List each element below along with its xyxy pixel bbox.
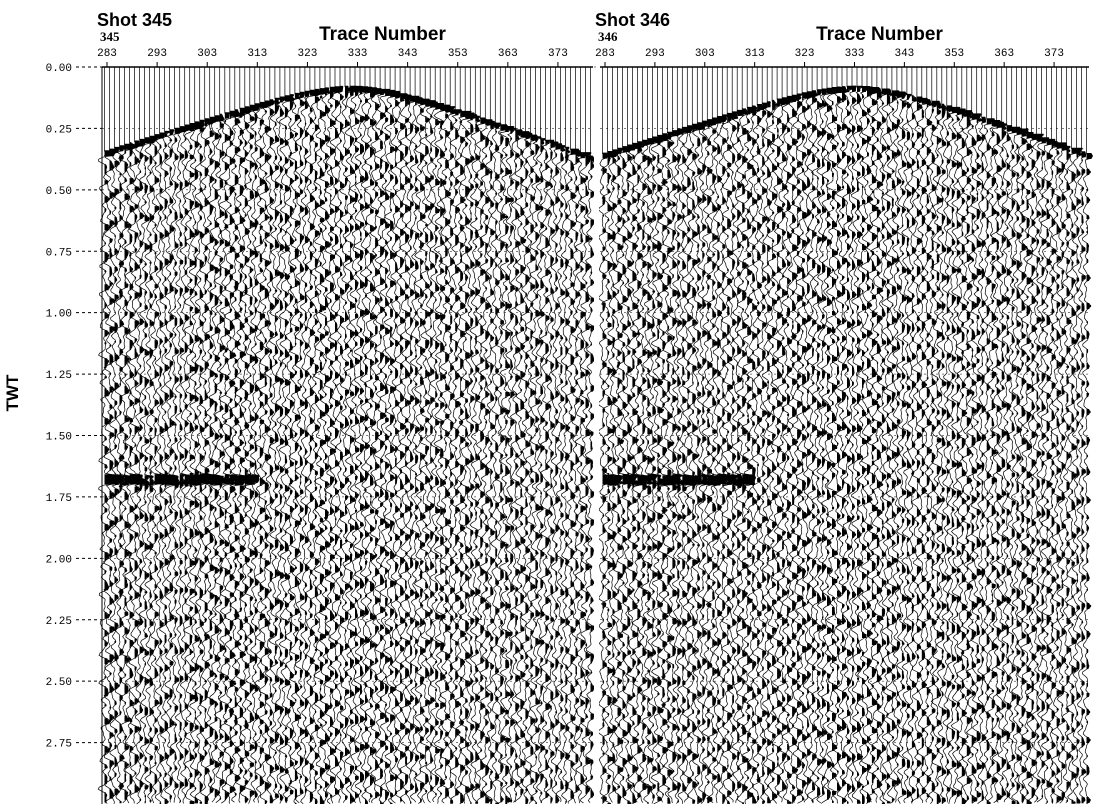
trace-fill xyxy=(1012,127,1021,804)
x-tick-label: 363 xyxy=(994,48,1014,60)
x-tick-label: 323 xyxy=(298,48,318,60)
x-tick-label: 363 xyxy=(498,48,518,60)
y-axis-label: TWT xyxy=(3,374,22,411)
trace-fill xyxy=(947,105,953,791)
trace-wiggle xyxy=(632,67,648,802)
x-tick-label: 303 xyxy=(197,48,217,60)
x-tick-label: 313 xyxy=(745,48,765,60)
x-tick-label: 313 xyxy=(247,48,267,60)
trace-wiggle xyxy=(175,67,189,803)
trace-fill xyxy=(647,138,656,804)
x-tick-label: 353 xyxy=(944,48,964,60)
trace-fill xyxy=(280,97,287,801)
trace-fill xyxy=(410,96,420,804)
y-tick-label: 2.50 xyxy=(46,677,72,689)
y-tick-label: 2.25 xyxy=(46,616,72,628)
y-tick-label: 2.75 xyxy=(46,739,72,751)
trace-wiggle xyxy=(762,67,772,802)
trace-fill xyxy=(952,107,960,797)
y-tick-label: 1.50 xyxy=(46,432,72,444)
y-tick-label: 0.50 xyxy=(46,186,72,198)
y-tick-label: 1.00 xyxy=(46,309,72,321)
trace-wiggle xyxy=(229,67,247,802)
trace-wiggle xyxy=(406,67,420,803)
shot-title: Shot 346 xyxy=(595,10,670,30)
trace-wiggle xyxy=(150,67,165,803)
trace-fill xyxy=(135,141,144,793)
x-tick-label: 353 xyxy=(448,48,468,60)
x-tick-label: 323 xyxy=(795,48,815,60)
y-tick-label: 0.75 xyxy=(46,247,72,259)
trace-wiggle xyxy=(285,67,295,803)
panel-gap xyxy=(594,68,599,804)
trace-fill xyxy=(767,101,772,803)
trace-fill xyxy=(165,131,174,804)
x-tick-label: 333 xyxy=(845,48,865,60)
trace-fill xyxy=(1077,150,1083,804)
trace-wiggle xyxy=(265,67,274,802)
trace-fill xyxy=(972,113,981,803)
x-tick-label: 293 xyxy=(645,48,665,60)
y-tick-label: 0.25 xyxy=(46,124,72,136)
trace-fill xyxy=(1087,153,1093,803)
trace-fill xyxy=(405,95,413,795)
trace-fill xyxy=(260,102,269,786)
y-tick-label: 1.75 xyxy=(46,493,72,505)
x-tick-label: 343 xyxy=(398,48,418,60)
shot-number: 346 xyxy=(598,29,618,44)
x-axis-label: Trace Number xyxy=(319,24,446,45)
shot-number: 345 xyxy=(100,29,120,44)
trace-fill xyxy=(1062,144,1068,800)
trace-fill xyxy=(982,117,987,801)
x-tick-label: 333 xyxy=(348,48,368,60)
trace-wiggle xyxy=(601,67,619,804)
x-tick-label: 303 xyxy=(695,48,715,60)
x-axis-label: Trace Number xyxy=(816,24,943,45)
x-tick-label: 283 xyxy=(97,48,117,60)
y-tick-label: 2.00 xyxy=(46,554,72,566)
x-tick-label: 343 xyxy=(894,48,914,60)
trace-fill xyxy=(140,139,149,801)
trace-fill xyxy=(847,86,856,804)
trace-fill xyxy=(632,143,642,803)
chart: TWT Shot 345345 Trace Number 283 293 303 313 3… xyxy=(0,0,1097,804)
y-tick-label: 1.25 xyxy=(46,370,72,382)
x-tick-label: 283 xyxy=(595,48,615,60)
y-tick-label: 0.00 xyxy=(46,63,72,75)
trace-fill xyxy=(275,98,280,798)
x-tick-label: 293 xyxy=(147,48,167,60)
trace-fill xyxy=(200,120,209,804)
trace-fill xyxy=(752,106,760,804)
trace-fill xyxy=(942,104,949,804)
shot-title: Shot 345 xyxy=(97,10,172,30)
x-tick-label: 373 xyxy=(1044,48,1064,60)
x-tick-label: 373 xyxy=(548,48,568,60)
